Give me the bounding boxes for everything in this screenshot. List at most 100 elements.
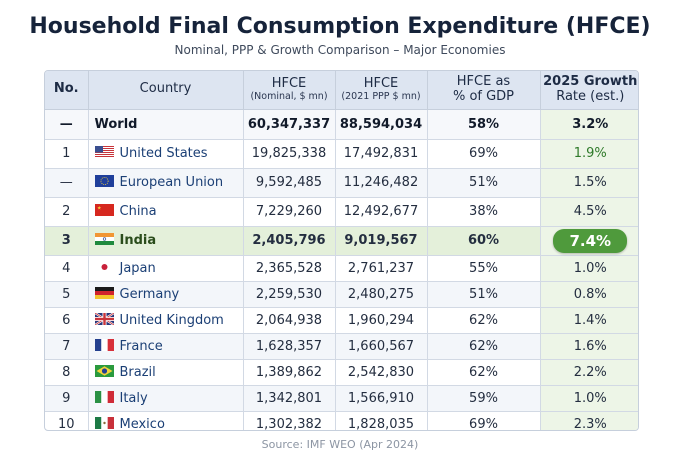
us-flag-icon xyxy=(94,146,114,158)
table-row: 2 ★ China 7,229,260 12,492,677 38% 4.5% xyxy=(45,197,638,227)
eu-flag-icon xyxy=(94,175,114,187)
gdp-share-cell: 60% xyxy=(427,226,541,256)
growth-cell: 3.2% xyxy=(540,109,638,140)
mexico-flag-icon xyxy=(94,416,114,429)
growth-cell: 1.4% xyxy=(540,307,638,334)
growth-cell: 4.5% xyxy=(540,197,638,227)
rank-cell: 6 xyxy=(45,307,89,334)
gdp-share-cell: 51% xyxy=(427,281,541,308)
ppp-cell: 88,594,034 xyxy=(335,109,428,140)
country-cell: United States xyxy=(88,139,244,169)
nominal-cell: 1,628,357 xyxy=(243,333,336,360)
rank-cell: 2 xyxy=(45,197,89,227)
column-header-gdp-share: HFCE as % of GDP xyxy=(427,71,541,110)
country-name: United States xyxy=(119,146,208,161)
gdp-share-cell: 59% xyxy=(427,385,541,412)
country-cell: Japan xyxy=(88,255,244,282)
country-cell: Germany xyxy=(88,281,244,308)
hfce-table-container: No. Country HFCE (Nominal, $ mn) HFCE (2… xyxy=(44,70,639,431)
gdp-share-cell: 55% xyxy=(427,255,541,282)
growth-cell: 1.0% xyxy=(540,255,638,282)
page-title: Household Final Consumption Expenditure … xyxy=(29,14,651,39)
gdp-share-cell: 58% xyxy=(427,109,541,140)
rank-cell: 9 xyxy=(45,385,89,412)
column-header-ppp-sub: (2021 PPP $ mn) xyxy=(341,90,421,102)
gdp-share-cell: 51% xyxy=(427,168,541,198)
gdp-share-cell: 62% xyxy=(427,359,541,386)
svg-text:★: ★ xyxy=(97,206,102,212)
china-flag-icon: ★ xyxy=(94,204,114,216)
column-header-nominal: HFCE (Nominal, $ mn) xyxy=(243,71,336,110)
country-cell: ★ China xyxy=(88,197,244,227)
country-cell: India xyxy=(88,226,244,256)
ppp-cell: 1,566,910 xyxy=(335,385,428,412)
rank-cell: 1 xyxy=(45,139,89,169)
country-name: World xyxy=(94,116,138,132)
ppp-cell: 11,246,482 xyxy=(335,168,428,198)
country-cell: United Kingdom xyxy=(88,307,244,334)
country-name: United Kingdom xyxy=(119,312,224,328)
growth-cell: 2.3% xyxy=(540,411,638,430)
growth-cell: 1.5% xyxy=(540,168,638,198)
column-header-nominal-main: HFCE xyxy=(271,75,307,91)
ppp-cell: 12,492,677 xyxy=(335,197,428,227)
growth-cell: 7.4% xyxy=(540,226,638,256)
country-cell: World xyxy=(88,109,244,140)
hfce-table: No. Country HFCE (Nominal, $ mn) HFCE (2… xyxy=(45,71,638,431)
ppp-cell: 9,019,567 xyxy=(335,226,428,256)
table-header-row: No. Country HFCE (Nominal, $ mn) HFCE (2… xyxy=(45,71,638,110)
gdp-share-cell: 62% xyxy=(427,307,541,334)
india-flag-icon xyxy=(94,233,114,245)
table-row: 3 India 2,405,796 9,019,567 60% 7.4% xyxy=(45,226,638,256)
country-name: Italy xyxy=(119,390,148,406)
rank-cell: — xyxy=(45,168,89,198)
table-row: 6 United Kingdom 2,064,938 1,960,294 62% 1.4% xyxy=(45,307,638,334)
nominal-cell: 7,229,260 xyxy=(243,197,336,227)
country-cell: Mexico xyxy=(88,411,244,431)
country-name: China xyxy=(119,204,157,219)
country-name: India xyxy=(119,233,157,248)
country-name: Japan xyxy=(119,260,156,276)
nominal-cell: 60,347,337 xyxy=(243,109,336,140)
column-header-ppp-main: HFCE xyxy=(363,75,399,91)
uk-flag-icon xyxy=(93,311,115,326)
france-flag-icon xyxy=(94,338,114,351)
ppp-cell: 1,960,294 xyxy=(335,307,428,334)
table-row: 10 Mexico 1,302,382 1,828,035 69% 2.3% xyxy=(45,411,638,431)
table-row: 9 Italy 1,342,801 1,566,910 59% 1.0% xyxy=(45,385,638,412)
gdp-share-cell: 69% xyxy=(427,411,541,430)
column-header-growth-main: 2025 Growth xyxy=(543,73,638,89)
nominal-cell: 2,365,528 xyxy=(243,255,336,282)
page-subtitle: Nominal, PPP & Growth Comparison – Major… xyxy=(174,43,506,57)
column-header-gdp-sub: % of GDP xyxy=(452,88,515,104)
germany-flag-icon xyxy=(94,286,114,299)
growth-highlight-badge: 7.4% xyxy=(553,228,628,253)
column-header-ppp: HFCE (2021 PPP $ mn) xyxy=(335,71,428,110)
country-name: Germany xyxy=(119,286,180,302)
italy-flag-icon xyxy=(94,390,114,403)
column-header-growth-sub: Rate (est.) xyxy=(556,88,625,104)
nominal-cell: 1,342,801 xyxy=(243,385,336,412)
nominal-cell: 2,064,938 xyxy=(243,307,336,334)
country-cell: European Union xyxy=(88,168,244,198)
nominal-cell: 19,825,338 xyxy=(243,139,336,169)
nominal-cell: 2,405,796 xyxy=(243,226,336,256)
ppp-cell: 2,542,830 xyxy=(335,359,428,386)
growth-cell: 1.6% xyxy=(540,333,638,360)
ppp-cell: 2,761,237 xyxy=(335,255,428,282)
country-name: Mexico xyxy=(119,416,165,431)
japan-flag-icon xyxy=(94,260,114,273)
gdp-share-cell: 62% xyxy=(427,333,541,360)
gdp-share-cell: 69% xyxy=(427,139,541,169)
ppp-cell: 2,480,275 xyxy=(335,281,428,308)
growth-cell: 1.9% xyxy=(540,139,638,169)
source-note: Source: IMF WEO (Apr 2024) xyxy=(261,438,419,451)
table-row: 1 United States 19,825,338 17,492,831 69% 1.9… xyxy=(45,139,638,169)
country-cell: France xyxy=(88,333,244,360)
country-name: Brazil xyxy=(119,364,156,380)
table-row: — European Union 9,592,485 11,246,482 51% 1.5… xyxy=(45,168,638,198)
country-name: France xyxy=(119,338,163,354)
nominal-cell: 1,302,382 xyxy=(243,411,336,430)
column-header-nominal-sub: (Nominal, $ mn) xyxy=(250,90,328,102)
country-name: European Union xyxy=(119,175,224,190)
